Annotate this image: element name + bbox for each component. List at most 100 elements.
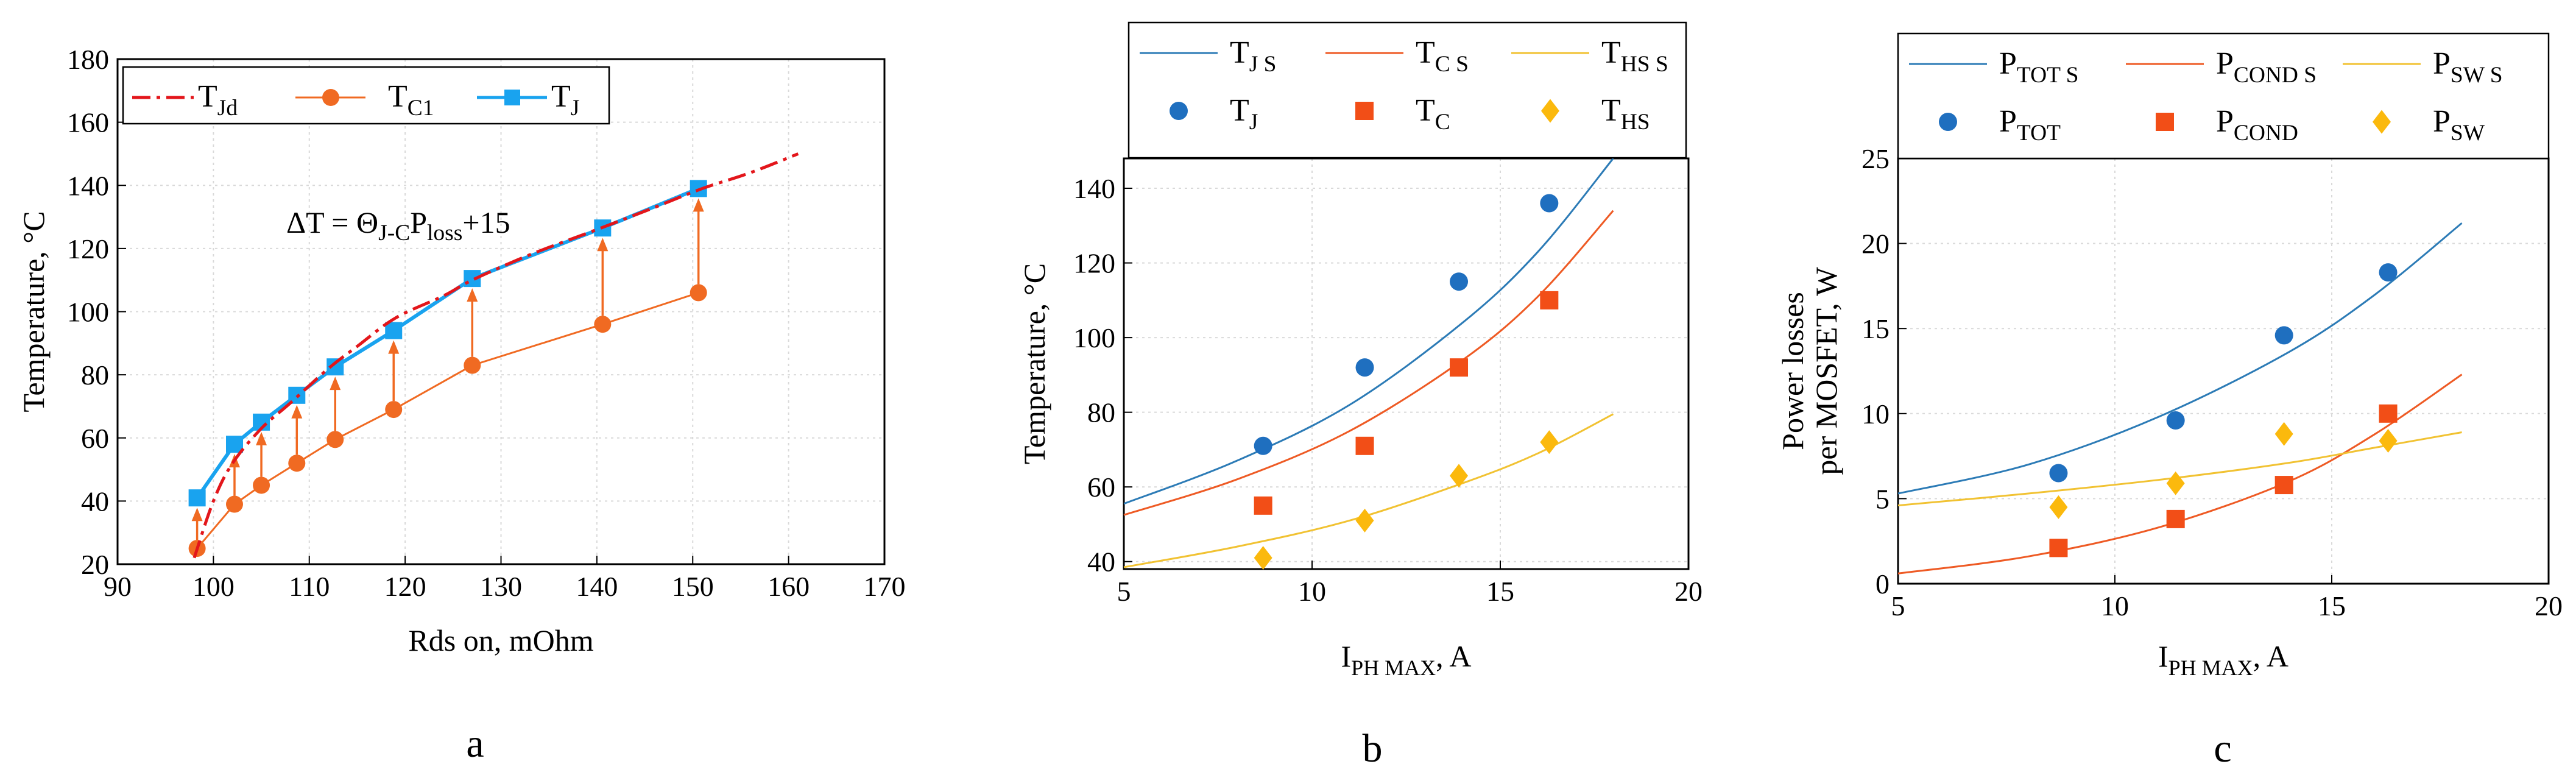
legend-label-tc1: TC1 — [388, 79, 434, 121]
legend-label-tj: TJ — [1230, 93, 1258, 135]
tick-label-y: 0 — [1876, 568, 1890, 600]
point-pcond — [2274, 476, 2293, 495]
tick-label-y: 60 — [81, 423, 109, 454]
tick-label-y: 80 — [81, 359, 109, 391]
point-tj — [1450, 272, 1469, 291]
tick-label-y: 100 — [67, 297, 109, 328]
legend-label-tjd: TJd — [198, 79, 238, 121]
legend-label-psw: PSW — [2433, 104, 2485, 146]
tick-label-y: 20 — [81, 549, 109, 580]
point-tj — [385, 322, 403, 339]
legend-label-tj: TJ — [551, 79, 579, 121]
axes-frame — [116, 58, 886, 565]
legend-box — [1897, 32, 2550, 160]
y-axis-label: Temperature, °C — [16, 211, 51, 412]
tick-label-y: 10 — [1861, 398, 1890, 430]
tick-label-y: 160 — [67, 107, 109, 138]
legend-label-ths: THS — [1601, 93, 1650, 135]
tick-label-x: 170 — [864, 571, 906, 602]
point-tc — [1254, 496, 1272, 515]
x-axis-label: IPH MAX, A — [2158, 639, 2288, 680]
legend-box — [122, 66, 610, 125]
point-tj — [1540, 194, 1559, 213]
tick-label-y: 15 — [1861, 313, 1890, 344]
tick-label-x: 130 — [480, 571, 522, 602]
point-ptot — [2166, 411, 2185, 430]
point-pcond — [2379, 404, 2398, 423]
legend-swatch-pcond — [2156, 113, 2174, 131]
tick-label-x: 90 — [104, 571, 132, 602]
point-tc1 — [690, 284, 707, 302]
legend-label-thss: THS S — [1601, 35, 1668, 77]
tick-label-y: 5 — [1876, 483, 1890, 514]
tick-label-y: 80 — [1087, 397, 1115, 428]
arrow-head — [597, 238, 609, 252]
plot-area — [1898, 158, 2549, 584]
legend-b: TJ S TC S THS S TJ TC THS — [1127, 21, 1687, 159]
y-axis-label-line2: per MOSFET, W — [1809, 267, 1843, 475]
fit-curve-psws — [1897, 431, 2462, 507]
x-axis-label: IPH MAX, A — [1341, 639, 1471, 680]
fit-curve-tjs — [1123, 158, 1614, 505]
point-tj — [1254, 436, 1272, 455]
point-tc1 — [326, 431, 344, 448]
tick-label-y: 20 — [1861, 228, 1890, 260]
point-tc — [1450, 358, 1469, 377]
legend-swatch-tc — [1355, 102, 1374, 120]
fit-curve-thss — [1123, 413, 1614, 568]
series-line-tjd — [192, 152, 799, 559]
legend-label-tjs: TJ S — [1230, 35, 1277, 77]
tick-label-x: 20 — [1674, 576, 1703, 607]
fit-curve-pconds — [1897, 373, 2463, 575]
legend-label-psws: PSW S — [2433, 46, 2503, 88]
point-psw — [2049, 495, 2068, 519]
chart-a: 90 100 110 120 130 140 150 160 170 20 40 60 80 100 120… — [16, 44, 906, 766]
tick-label-x: 15 — [1486, 576, 1514, 607]
point-tj — [1355, 358, 1374, 377]
tick-label-x: 15 — [2318, 590, 2346, 621]
y-axis-label-line1: Power losses — [1776, 292, 1810, 450]
arrow-head — [291, 405, 303, 419]
tick-label-y: 100 — [1073, 322, 1115, 353]
x-axis-label: Rds on, mOhm — [408, 623, 593, 657]
tick-label-x: 5 — [1117, 576, 1131, 607]
point-ptot — [2274, 326, 2293, 345]
point-tj — [188, 489, 206, 507]
point-ths — [1355, 508, 1374, 533]
legend-label-tcs: TC S — [1416, 35, 1469, 77]
point-tc1 — [594, 316, 612, 333]
legend-marker-tc1 — [322, 89, 339, 106]
y-axis-label: Temperature, °C — [1017, 263, 1051, 464]
tick-label-y: 40 — [81, 486, 109, 517]
arrow-head — [388, 340, 400, 354]
legend-c: PTOT S PCOND S PSW S PTOT PCOND PSW — [1897, 32, 2550, 160]
point-tc1 — [288, 455, 306, 472]
tick-label-y: 120 — [67, 233, 109, 264]
point-ths — [1254, 546, 1272, 570]
legend-box — [1127, 21, 1687, 159]
tick-label-y: 40 — [1087, 547, 1115, 578]
fit-curve-tcs — [1123, 210, 1614, 516]
point-ths — [1450, 464, 1469, 488]
tick-label-y: 25 — [1861, 143, 1890, 174]
arrow-head — [330, 377, 341, 391]
panel-label-c: c — [2214, 726, 2231, 771]
tick-label-y: 120 — [1073, 248, 1115, 279]
legend-swatch-psw — [2373, 110, 2391, 134]
annotation-delta-t: ΔT = ΘJ-CPloss+15 — [286, 205, 510, 246]
point-tj — [225, 436, 243, 453]
point-ptot — [2379, 263, 2398, 282]
fit-curve-ptots — [1897, 222, 2463, 495]
legend-swatch-ths — [1541, 99, 1559, 123]
tick-label-y: 60 — [1087, 472, 1115, 503]
tick-label-x: 5 — [1891, 590, 1905, 621]
tick-label-x: 140 — [576, 571, 618, 602]
legend-label-ptot: PTOT — [1999, 104, 2061, 146]
point-psw — [2166, 471, 2185, 495]
tick-label-x: 150 — [672, 571, 714, 602]
point-pcond — [2049, 539, 2068, 557]
point-tc1 — [225, 495, 243, 513]
tick-label-y: 140 — [67, 170, 109, 201]
